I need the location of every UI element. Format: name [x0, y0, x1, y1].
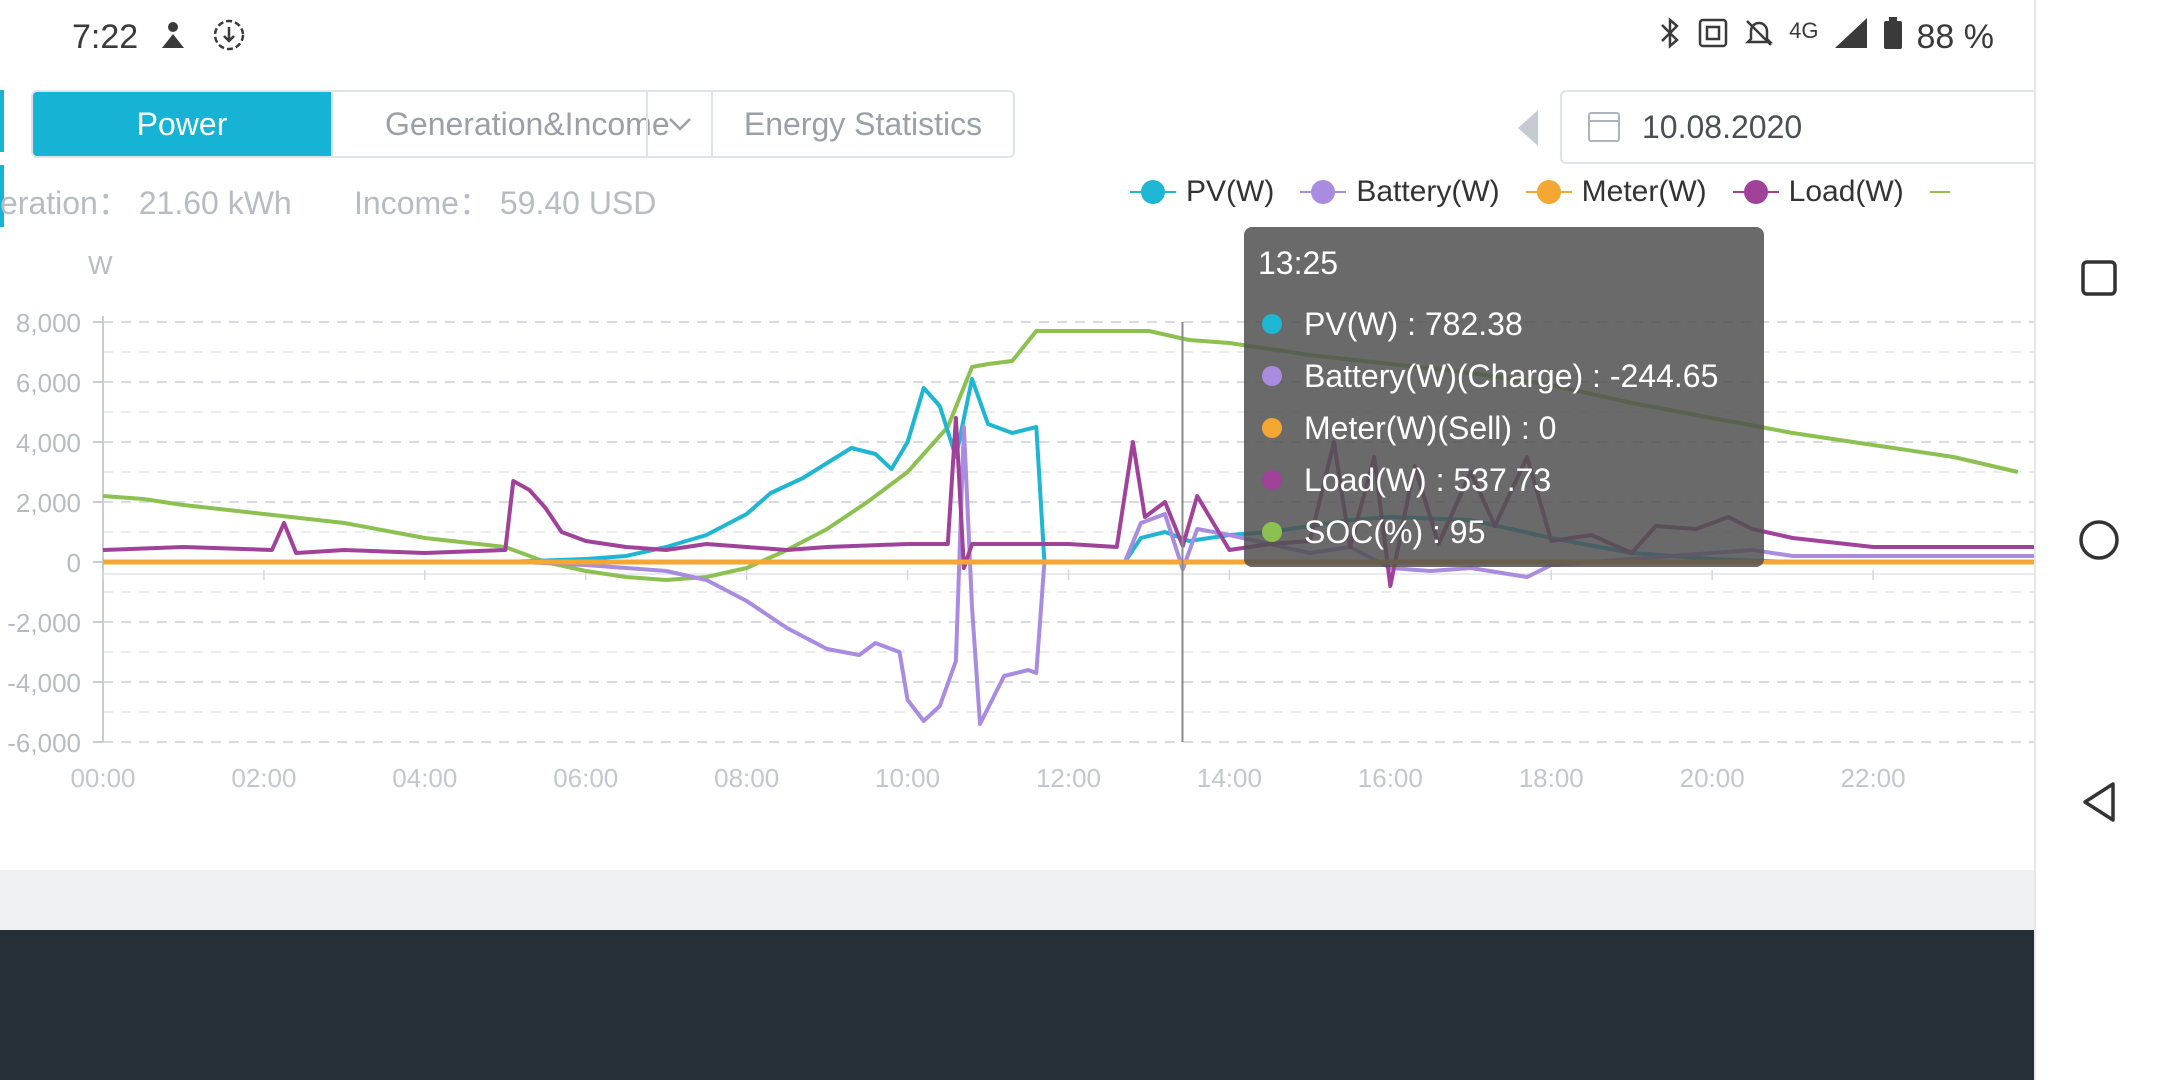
tooltip-label: Load(W) : 537.73 — [1304, 461, 1552, 498]
y-tick-label: 4,000 — [16, 428, 81, 458]
legend-swatch — [1929, 177, 1950, 207]
status-time: 7:22 — [72, 18, 139, 56]
y-tick-label: 0 — [67, 548, 81, 578]
x-tick-label: 20:00 — [1680, 763, 1745, 793]
tooltip-dot — [1262, 418, 1282, 438]
y-tick-label: 8,000 — [16, 308, 81, 338]
income-value: 59.40 USD — [499, 185, 657, 221]
legend-item-soc[interactable] — [1929, 177, 1960, 207]
x-tick-label: 22:00 — [1841, 763, 1906, 793]
home-button[interactable] — [2036, 518, 2159, 573]
legend-swatch — [1732, 177, 1779, 207]
x-tick-label: 08:00 — [714, 763, 779, 793]
legend-swatch — [1525, 177, 1572, 207]
tooltip-label: Meter(W)(Sell) : 0 — [1304, 409, 1557, 446]
y-tick-label: -4,000 — [7, 668, 81, 698]
battery-percent: 88 % — [1916, 17, 1995, 56]
system-nav-bar — [2034, 0, 2159, 1080]
nfc-icon — [1697, 17, 1729, 57]
legend-item-pv[interactable]: PV(W) — [1130, 175, 1274, 209]
tab-power[interactable]: Power — [33, 92, 333, 156]
legend-item-battery[interactable]: Battery(W) — [1300, 175, 1500, 209]
assistant-icon — [156, 18, 190, 60]
download-icon — [212, 18, 246, 60]
tab-generation-income-label: Generation&Income — [385, 105, 670, 142]
tooltip-dot — [1262, 366, 1282, 386]
tooltip-label: SOC(%) : 95 — [1304, 513, 1486, 550]
legend-swatch — [1130, 177, 1176, 207]
tooltip-label: Battery(W)(Charge) : -244.65 — [1304, 357, 1719, 394]
y-tick-label: 6,000 — [16, 368, 81, 398]
4g-icon: 4G — [1789, 18, 1819, 43]
legend-label: PV(W) — [1186, 175, 1275, 208]
tooltip-row-battery: Battery(W)(Charge) : -244.65 — [1258, 350, 1750, 402]
side-tab-stub[interactable] — [0, 165, 4, 227]
legend-label: Load(W) — [1788, 175, 1904, 208]
bottom-panel — [0, 930, 2034, 1080]
status-bar: 7:22 4G 88 % — [0, 0, 2034, 75]
x-tick-label: 06:00 — [553, 763, 618, 793]
y-tick-label: -6,000 — [7, 728, 81, 758]
date-value: 10.08.2020 — [1642, 108, 1803, 145]
battery-icon — [1883, 16, 1903, 58]
footer-band — [0, 870, 2034, 930]
tooltip-dot — [1262, 522, 1282, 542]
generation-value: 21.60 kWh — [138, 185, 292, 221]
x-tick-label: 10:00 — [875, 763, 940, 793]
legend-item-load[interactable]: Load(W) — [1732, 175, 1904, 209]
tooltip-time: 13:25 — [1258, 245, 1339, 281]
series-line-batteryw — [103, 425, 2034, 726]
view-tabs: Power Generation&Income Energy Statistic… — [31, 90, 1015, 158]
tooltip-dot — [1262, 314, 1282, 334]
legend-label: Meter(W) — [1581, 175, 1707, 208]
x-tick-label: 00:00 — [70, 763, 135, 793]
triangle-back-icon — [2082, 782, 2115, 822]
legend-label: Battery(W) — [1356, 175, 1500, 208]
previous-date-arrow-icon[interactable] — [1518, 110, 1538, 146]
tooltip-row-soc: SOC(%) : 95 — [1258, 506, 1750, 558]
date-picker[interactable]: 10.08.2020 — [1560, 90, 2060, 164]
x-tick-label: 14:00 — [1197, 763, 1262, 793]
x-tick-label: 02:00 — [231, 763, 296, 793]
tab-generation-income[interactable]: Generation&Income — [333, 92, 713, 156]
tooltip-row-load: Load(W) : 537.73 — [1258, 454, 1750, 506]
generation-label: eration： — [0, 185, 130, 221]
chart-legend: PV(W) Battery(W) Meter(W) Load(W) — [1130, 175, 1960, 209]
tooltip-label: PV(W) : 782.38 — [1304, 305, 1523, 342]
calendar-icon — [1588, 112, 1620, 142]
square-icon — [2080, 260, 2117, 296]
tooltip-row-meter: Meter(W)(Sell) : 0 — [1258, 402, 1750, 454]
circle-icon — [2078, 520, 2119, 560]
income-summary: Income： 59.40 USD — [354, 178, 656, 224]
x-tick-label: 16:00 — [1358, 763, 1423, 793]
legend-swatch — [1300, 177, 1347, 207]
tooltip-row-pv: PV(W) : 782.38 — [1258, 298, 1750, 350]
income-label: Income： — [354, 185, 491, 221]
y-axis-unit: W — [88, 250, 113, 280]
recents-button[interactable] — [2036, 255, 2159, 309]
generation-summary: eration： 21.60 kWh — [0, 178, 292, 224]
chart-axes: 8,000 6,000 4,000 2,000 0 -2,000 -4,000 -6,000 0… — [7, 308, 2034, 793]
tooltip-dot — [1262, 470, 1282, 490]
mute-icon — [1743, 17, 1775, 57]
back-button[interactable] — [2036, 780, 2159, 835]
bluetooth-icon — [1657, 16, 1683, 58]
x-tick-label: 04:00 — [392, 763, 457, 793]
chevron-down-icon[interactable] — [646, 92, 711, 156]
legend-item-meter[interactable]: Meter(W) — [1525, 175, 1707, 209]
x-tick-label: 18:00 — [1519, 763, 1584, 793]
chart-tooltip: 13:25 PV(W) : 782.38 Battery(W)(Charge) … — [1244, 227, 1764, 567]
signal-icon — [1833, 16, 1869, 58]
y-tick-label: 2,000 — [16, 488, 81, 518]
x-tick-label: 12:00 — [1036, 763, 1101, 793]
side-tab-stub[interactable] — [0, 90, 4, 152]
y-tick-label: -2,000 — [7, 608, 81, 638]
tab-energy-statistics[interactable]: Energy Statistics — [743, 105, 983, 142]
